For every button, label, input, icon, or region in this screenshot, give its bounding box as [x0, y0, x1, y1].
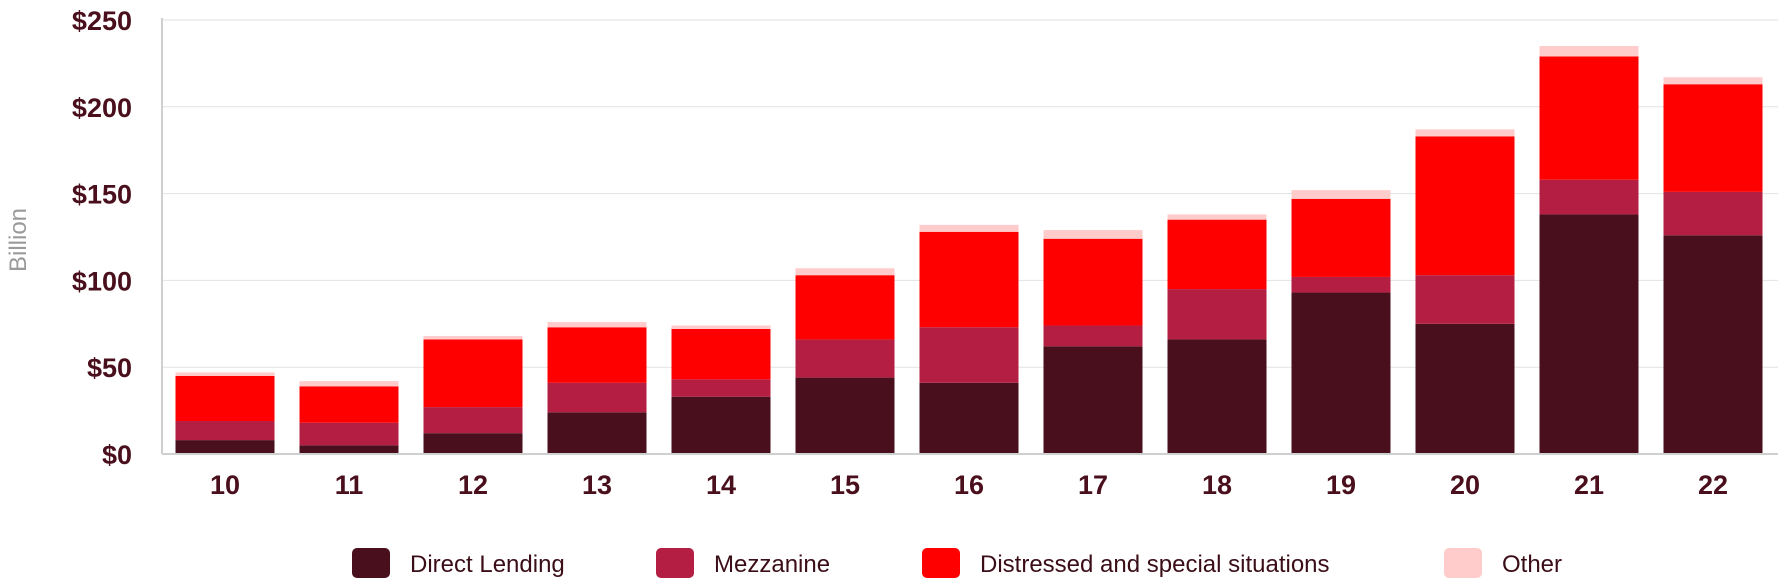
- bar-segment: [671, 379, 771, 397]
- bar-segment: [423, 407, 523, 434]
- bar-segment: [795, 339, 895, 378]
- bar-segment: [795, 268, 895, 276]
- bar-segment: [423, 433, 523, 454]
- bar-segment: [299, 445, 399, 454]
- x-tick-label: 21: [1574, 470, 1604, 500]
- bar-segment: [671, 325, 771, 330]
- bar-segment: [795, 275, 895, 340]
- bar-segment: [1043, 346, 1143, 454]
- x-tick-label: 18: [1202, 470, 1232, 500]
- bar-segment: [1167, 289, 1267, 340]
- y-tick-label: $250: [72, 6, 132, 36]
- bar-segment: [175, 421, 275, 441]
- legend-label: Distressed and special situations: [980, 551, 1330, 578]
- bar-segment: [175, 440, 275, 454]
- legend-swatch: [1444, 548, 1482, 578]
- x-tick-label: 14: [706, 470, 736, 500]
- y-tick-label: $200: [72, 93, 132, 123]
- bar-segment: [1539, 56, 1639, 180]
- bar-segment: [1663, 191, 1763, 236]
- bar-segment: [671, 329, 771, 380]
- bar-segment: [1663, 235, 1763, 454]
- bar-segment: [1415, 275, 1515, 324]
- legend-swatch: [656, 548, 694, 578]
- bar-segment: [1291, 276, 1391, 293]
- bar-segment: [1291, 190, 1391, 199]
- legend-label: Mezzanine: [714, 551, 830, 578]
- x-tick-label: 15: [830, 470, 860, 500]
- bar-segment: [795, 377, 895, 454]
- legend-swatch: [922, 548, 960, 578]
- y-tick-label: $0: [102, 440, 132, 470]
- bar-segment: [547, 412, 647, 454]
- bar-segment: [423, 339, 523, 408]
- bar-segment: [1291, 292, 1391, 454]
- bar-segment: [1663, 77, 1763, 85]
- y-axis-ticks: $0 $50 $100 $150 $200 $250: [72, 6, 132, 470]
- x-tick-label: 13: [582, 470, 612, 500]
- y-tick-label: $150: [72, 180, 132, 210]
- x-axis-ticks: 10 11 12 13 14 15 16 17 18 19 20 21 22: [210, 470, 1728, 500]
- bar-segment: [919, 231, 1019, 328]
- x-tick-label: 11: [335, 470, 364, 500]
- bar-segment: [299, 386, 399, 423]
- y-tick-label: $50: [87, 353, 132, 383]
- x-tick-label: 17: [1078, 470, 1108, 500]
- bar-segment: [1415, 129, 1515, 137]
- x-tick-label: 22: [1698, 470, 1728, 500]
- bar-segment: [547, 382, 647, 413]
- bar-segment: [1043, 230, 1143, 239]
- bar-segment: [1043, 238, 1143, 326]
- bar-segment: [1415, 323, 1515, 454]
- bar-segment: [1167, 339, 1267, 454]
- x-tick-label: 19: [1326, 470, 1356, 500]
- bar-segment: [299, 381, 399, 387]
- bar-segment: [671, 396, 771, 454]
- bar-segment: [1291, 198, 1391, 277]
- y-tick-label: $100: [72, 266, 132, 296]
- bar-segment: [547, 327, 647, 383]
- bar-segment: [175, 375, 275, 422]
- bar-segment: [1663, 84, 1763, 192]
- bar-segment: [1539, 179, 1639, 215]
- bar-segment: [547, 322, 647, 328]
- legend-label: Other: [1502, 551, 1562, 578]
- bar-segment: [1167, 219, 1267, 290]
- x-tick-label: 10: [210, 470, 240, 500]
- bar-segment: [1167, 214, 1267, 220]
- bar-segment: [1539, 214, 1639, 454]
- bar-segment: [1415, 136, 1515, 276]
- legend-label: Direct Lending: [410, 551, 565, 578]
- y-axis-label: Billion: [5, 208, 32, 272]
- bar-segment: [1043, 325, 1143, 347]
- x-tick-label: 12: [458, 470, 488, 500]
- legend-swatch: [352, 548, 390, 578]
- bars: [175, 46, 1763, 454]
- bar-segment: [299, 422, 399, 446]
- bar-segment: [919, 224, 1019, 232]
- bar-segment: [175, 372, 275, 376]
- bar-segment: [423, 335, 523, 340]
- bar-segment: [919, 382, 1019, 454]
- x-tick-label: 20: [1450, 470, 1480, 500]
- bar-segment: [1539, 46, 1639, 57]
- x-tick-label: 16: [954, 470, 984, 500]
- bar-segment: [919, 327, 1019, 383]
- legend: Direct Lending Mezzanine Distressed and sp…: [352, 548, 1562, 578]
